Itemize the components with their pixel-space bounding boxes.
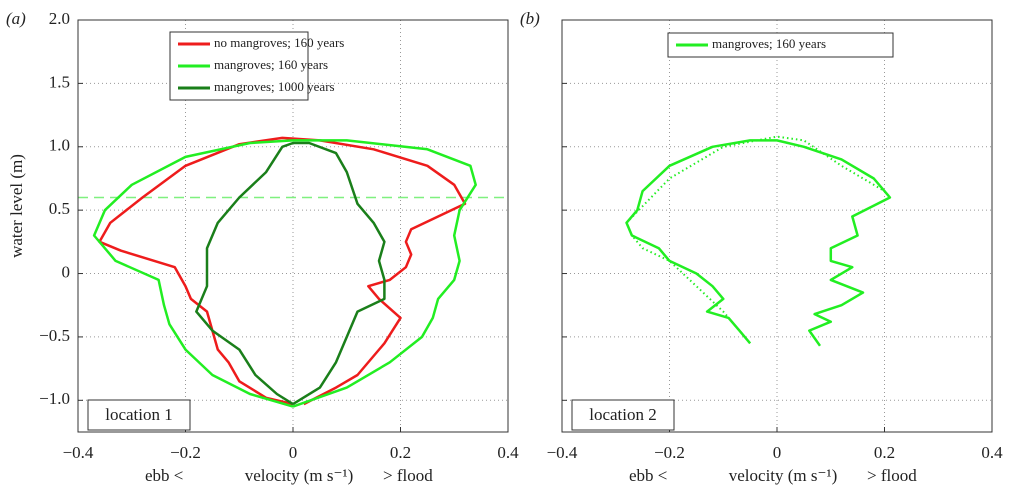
annotation: location 2: [589, 405, 657, 424]
y-label: water level (m): [7, 154, 26, 258]
y-tick-label: −1.0: [39, 389, 70, 408]
x-label-right: > flood: [867, 466, 917, 485]
y-tick-label: 1.5: [49, 72, 70, 91]
panel-label: (b): [520, 9, 540, 28]
plot-area: [562, 20, 992, 432]
x-tick-label: 0.4: [497, 443, 519, 462]
y-tick-label: 0.5: [49, 199, 70, 218]
y-tick-label: 1.0: [49, 136, 70, 155]
x-label: velocity (m s⁻¹): [245, 466, 354, 485]
series-line: [195, 141, 386, 406]
x-tick-label: −0.2: [170, 443, 201, 462]
x-tick-label: 0.2: [390, 443, 411, 462]
x-label-left: ebb <: [629, 466, 667, 485]
x-tick-label: −0.4: [547, 443, 578, 462]
plot-frame: [77, 19, 509, 433]
x-tick-label: −0.4: [63, 443, 94, 462]
x-tick-label: 0.4: [981, 443, 1003, 462]
legend-label: mangroves; 160 years: [214, 57, 328, 72]
x-tick-label: 0.2: [874, 443, 895, 462]
x-label: velocity (m s⁻¹): [729, 466, 838, 485]
annotation-box: [571, 399, 675, 431]
x-tick-label: −0.2: [654, 443, 685, 462]
legend-label: mangroves; 1000 years: [214, 79, 335, 94]
series-line: [625, 135, 891, 344]
panel-label: (a): [6, 9, 26, 28]
series-line: [625, 139, 892, 347]
plot-frame: [561, 19, 993, 433]
annotation: location 1: [105, 405, 173, 424]
x-tick-label: 0: [773, 443, 782, 462]
annotation-box: [87, 399, 191, 431]
x-tick-label: 0: [289, 443, 298, 462]
y-tick-label: 2.0: [49, 9, 70, 28]
series-line: [92, 139, 477, 408]
x-label-right: > flood: [383, 466, 433, 485]
x-label-left: ebb <: [145, 466, 183, 485]
legend-label: no mangroves; 160 years: [214, 35, 344, 50]
y-tick-label: −0.5: [39, 326, 70, 345]
y-tick-label: 0: [62, 262, 71, 281]
legend-label: mangroves; 160 years: [712, 36, 826, 51]
